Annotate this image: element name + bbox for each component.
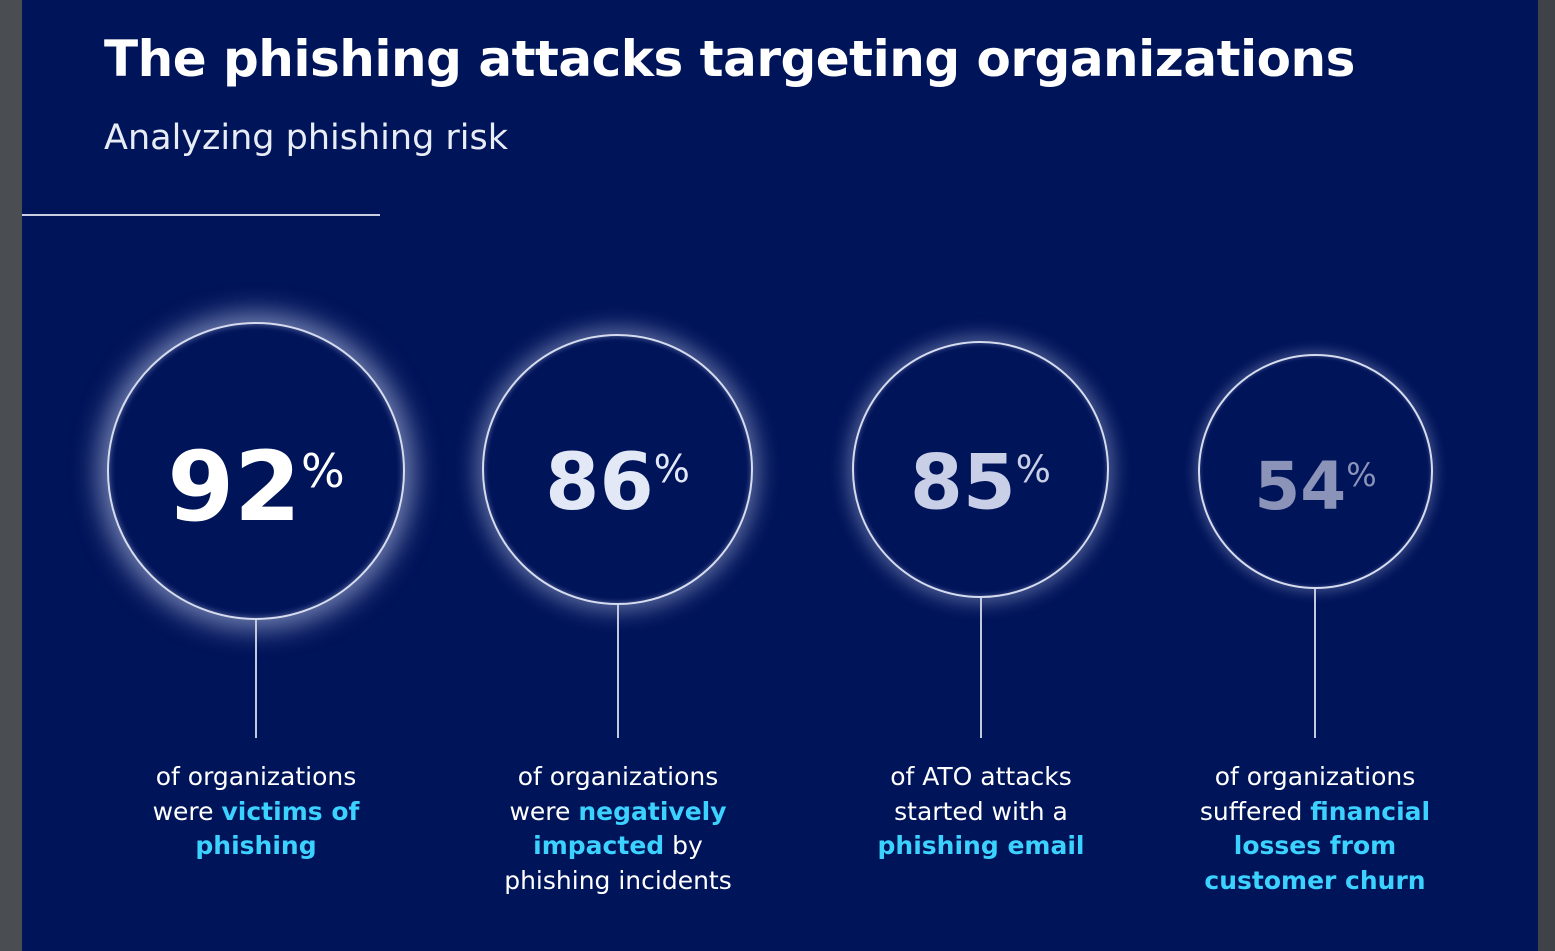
stat-number-3: 85 [910,437,1016,527]
stat-value-4: 54% [1200,436,1431,526]
stat-description-1-line-3: phishing [106,829,406,864]
stat-connector-3 [980,598,982,738]
stat-highlight-4b: losses from [1233,831,1397,860]
stat-description-4-line-4: customer churn [1165,864,1465,899]
stat-number-1: 92 [167,431,301,543]
stat-highlight-4a: financial [1310,796,1431,826]
title-divider [22,214,380,216]
stat-description-4: of organizations suffered financial loss… [1165,760,1465,898]
stat-connector-1 [255,620,257,738]
stat-description-3-line-1: of ATO attacks [890,762,1072,791]
stat-highlight-1a: victims of [221,796,360,826]
stat-unit-1: % [300,444,345,498]
stat-ring-4: 54% [1198,354,1433,589]
stat-description-2-line-3: impacted by [533,831,703,860]
stat-connector-4 [1314,589,1316,738]
stat-highlight-2b: impacted [533,831,665,860]
window-gutter [1538,0,1555,951]
stat-description-2: of organizations were negatively impacte… [468,760,768,898]
slide: The phishing attacks targeting organizat… [22,0,1538,951]
stat-description-4-line-2: suffered financial [1199,796,1431,826]
stat-ring-2: 86% [482,334,753,605]
stat-ring-1: 92% [107,322,405,620]
page-title: The phishing attacks targeting organizat… [104,30,1355,88]
stat-description-3: of ATO attacks started with a phishing e… [831,760,1131,864]
stat-value-1: 92% [109,416,403,542]
stat-unit-4: % [1346,456,1377,494]
stat-description-4-line-1: of organizations [1214,762,1416,791]
stat-highlight-4c: customer churn [1204,865,1426,895]
stat-highlight-1b: phishing [195,831,317,860]
stat-highlight-3a: phishing email [877,831,1085,860]
stat-highlight-2a: negatively [578,796,727,826]
stat-number-4: 54 [1254,448,1347,525]
stat-description-3-line-2: started with a [894,796,1068,826]
stat-unit-3: % [1015,448,1051,491]
stat-value-2: 86% [484,423,751,529]
stat-unit-2: % [653,447,690,491]
stat-connector-2 [617,605,619,738]
stat-description-2-line-1: of organizations [517,762,719,791]
stat-description-3-line-3: phishing email [831,829,1131,864]
stat-value-3: 85% [854,425,1107,527]
stat-description-1: of organizations were victims of phishin… [106,760,406,864]
stat-description-2-line-4: phishing incidents [504,865,732,895]
stat-ring-3: 85% [852,341,1109,598]
stat-number-2: 86 [545,438,654,528]
stat-description-4-line-3: losses from [1165,829,1465,864]
stat-description-1-line-1: of organizations [155,762,357,791]
stat-description-1-line-2: were victims of [152,796,360,826]
stat-description-2-line-2: were negatively [509,796,727,826]
page-subtitle: Analyzing phishing risk [104,118,509,158]
